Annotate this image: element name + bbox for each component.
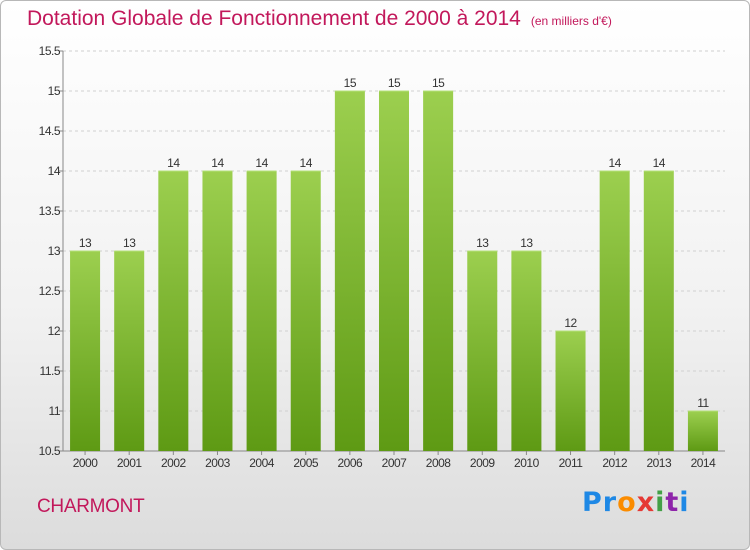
x-tick-label: 2013 xyxy=(646,456,672,470)
bar-2001 xyxy=(114,251,145,451)
data-label: 13 xyxy=(520,236,533,250)
data-label: 15 xyxy=(432,76,445,90)
bars xyxy=(70,90,718,451)
bar-2003 xyxy=(202,171,233,451)
y-tick-label: 15.5 xyxy=(39,44,61,58)
x-tick-labels: 2000 2001 2002 2003 2004 2005 2006 2007 2008 2009… xyxy=(73,456,717,470)
y-tick-label: 13.5 xyxy=(39,204,61,218)
data-label: 14 xyxy=(211,156,224,170)
x-tick-label: 2004 xyxy=(249,456,275,470)
bar-2004 xyxy=(246,171,277,451)
data-label: 12 xyxy=(564,316,577,330)
bar-2012 xyxy=(599,171,630,451)
bar-2007 xyxy=(378,91,410,451)
commune-name: CHARMONT xyxy=(37,496,145,517)
chart-title: Dotation Globale de Fonctionnement de 20… xyxy=(27,7,612,31)
data-label: 14 xyxy=(653,156,666,170)
data-label: 13 xyxy=(123,236,136,250)
chart-unit-label: (en milliers d'€) xyxy=(530,14,612,28)
bar-2002 xyxy=(158,171,189,451)
bar-2006 xyxy=(334,91,365,451)
proxiti-logo: Proxiti xyxy=(582,487,690,518)
y-tick-label: 14.5 xyxy=(39,124,61,138)
x-tick-label: 2003 xyxy=(205,456,231,470)
x-tick-label: 2001 xyxy=(117,456,143,470)
y-tick-label: 14 xyxy=(48,164,61,178)
x-tick-label: 2000 xyxy=(73,456,99,470)
y-tick-label: 12.5 xyxy=(39,284,61,298)
x-tick-label: 2011 xyxy=(559,456,584,470)
y-tick-label: 13 xyxy=(48,244,61,258)
y-tick-label: 11.5 xyxy=(40,364,61,378)
y-tick-labels: 10.5 11 11.5 12 12.5 13 13.5 14 14.5 15 15.5 xyxy=(39,44,62,458)
data-label: 15 xyxy=(344,76,357,90)
data-label: 11 xyxy=(697,396,709,410)
data-labels: 13 13 14 14 14 14 15 15 15 13 13 12 14 14 11 xyxy=(79,76,710,410)
chart-title-text: Dotation Globale de Fonctionnement de 20… xyxy=(27,7,521,30)
x-tick-label: 2002 xyxy=(161,456,187,470)
y-tick-label: 10.5 xyxy=(39,444,61,458)
x-tick-label: 2006 xyxy=(338,456,364,470)
data-label: 14 xyxy=(608,156,621,170)
x-tick-label: 2007 xyxy=(382,456,408,470)
data-label: 14 xyxy=(167,156,180,170)
bar-2008 xyxy=(423,91,454,451)
x-tick-label: 2009 xyxy=(470,456,496,470)
data-label: 13 xyxy=(476,236,489,250)
x-tick-label: 2012 xyxy=(602,456,628,470)
x-tick-label: 2008 xyxy=(426,456,452,470)
bar-2014 xyxy=(687,411,718,451)
bar-2011 xyxy=(555,331,586,451)
bar-2013 xyxy=(643,171,674,451)
x-tick-label: 2010 xyxy=(514,456,540,470)
data-label: 14 xyxy=(300,156,313,170)
y-tick-label: 15 xyxy=(48,84,61,98)
data-label: 14 xyxy=(255,156,268,170)
bar-2000 xyxy=(70,251,101,451)
bar-2010 xyxy=(511,251,542,451)
data-label: 13 xyxy=(79,236,92,250)
bar-2009 xyxy=(467,251,498,451)
x-tick-label: 2005 xyxy=(293,456,319,470)
y-tick-label: 11 xyxy=(49,404,61,418)
bar-2005 xyxy=(290,171,321,451)
data-label: 15 xyxy=(388,76,401,90)
y-tick-label: 12 xyxy=(48,324,61,338)
x-tick-label: 2014 xyxy=(691,456,717,470)
